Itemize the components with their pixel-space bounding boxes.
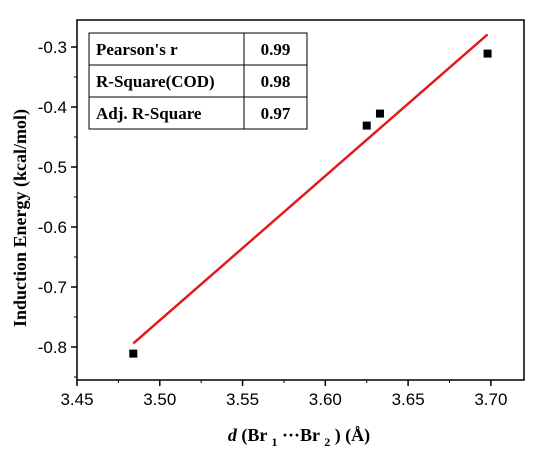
stats-value: 0.97 [261, 104, 291, 123]
y-tick-label: -0.5 [38, 158, 67, 177]
stats-table-cells: Pearson's r 0.99 R-Square(COD) 0.98 Adj. R-S… [96, 40, 291, 123]
stats-table-border [88, 32, 308, 130]
plot-frame [76, 19, 525, 381]
y-tick-label: -0.3 [38, 38, 67, 57]
y-tick-label: -0.7 [38, 278, 67, 297]
fit-line [132, 33, 489, 345]
x-axis-label-sub2: 2 [324, 435, 330, 449]
stats-table: Pearson's r 0.99 R-Square(COD) 0.98 Adj. R-S… [88, 32, 308, 130]
stats-value: 0.99 [261, 40, 291, 59]
y-tick-label: -0.6 [38, 218, 67, 237]
data-marks [129, 33, 492, 358]
stats-label: Pearson's r [96, 40, 178, 59]
x-tick-label: 3.55 [226, 390, 259, 409]
x-axis-label-mid: ···Br [282, 425, 320, 445]
stats-label: R-Square(COD) [96, 72, 215, 91]
axis-ticks [71, 46, 492, 386]
x-axis-label-close: ) (Å) [335, 425, 370, 446]
data-point [362, 121, 371, 130]
x-axis-label: d (Br 1 ···Br 2 ) (Å) [228, 425, 370, 450]
y-axis-label: Induction Energy (kcal/mol) [10, 109, 31, 327]
tick-labels: 3.45 3.50 3.55 3.60 3.65 3.70 -0.8 -0.7 -0.6 -0.5… [38, 38, 508, 409]
x-tick-label: 3.60 [309, 390, 342, 409]
x-tick-label: 3.70 [474, 390, 507, 409]
x-tick-label: 3.50 [143, 390, 176, 409]
x-axis-label-italic: d [228, 425, 238, 445]
stats-table-gridlines [89, 33, 307, 129]
x-tick-label: 3.65 [392, 390, 425, 409]
data-point [375, 109, 384, 118]
stats-value: 0.98 [261, 72, 291, 91]
y-tick-label: -0.4 [38, 98, 67, 117]
x-axis-label-sub1: 1 [272, 435, 278, 449]
y-tick-label: -0.8 [38, 338, 67, 357]
x-axis-label-open: (Br [241, 425, 267, 446]
stats-label: Adj. R-Square [96, 104, 202, 123]
data-point [129, 349, 138, 358]
x-tick-label: 3.45 [60, 390, 93, 409]
data-point [483, 49, 492, 58]
